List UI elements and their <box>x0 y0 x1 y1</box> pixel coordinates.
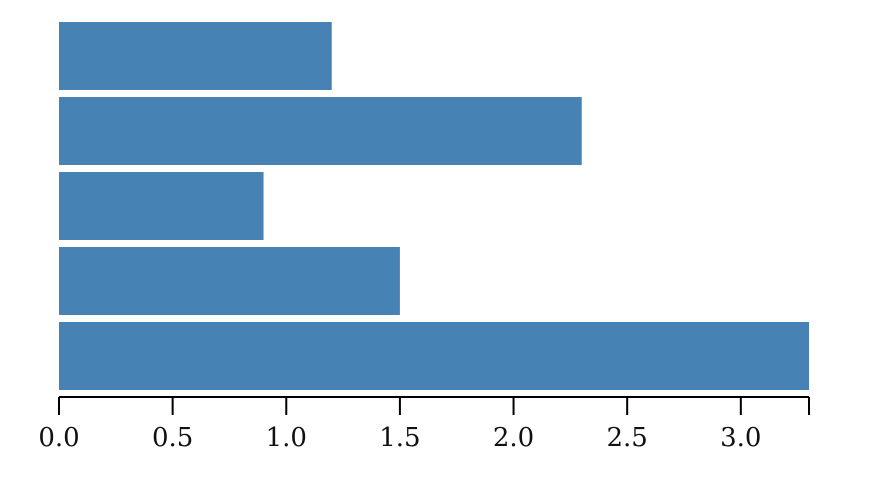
bar-3 <box>59 172 264 240</box>
x-tick-label-0: 0.0 <box>38 423 79 453</box>
x-tick-label-5: 2.5 <box>607 423 648 453</box>
bar-1 <box>59 22 332 90</box>
x-tick-label-1: 0.5 <box>152 423 193 453</box>
bars-group <box>59 22 809 390</box>
x-tick-label-4: 2.0 <box>493 423 534 453</box>
bar-4 <box>59 247 400 315</box>
bar-2 <box>59 97 582 165</box>
x-tick-label-6: 3.0 <box>720 423 761 453</box>
x-tick-label-3: 1.5 <box>379 423 420 453</box>
x-axis: 0.0 0.5 1.0 1.5 2.0 2.5 3.0 <box>38 396 810 453</box>
x-tick-label-2: 1.0 <box>266 423 307 453</box>
bar-5 <box>59 322 809 390</box>
